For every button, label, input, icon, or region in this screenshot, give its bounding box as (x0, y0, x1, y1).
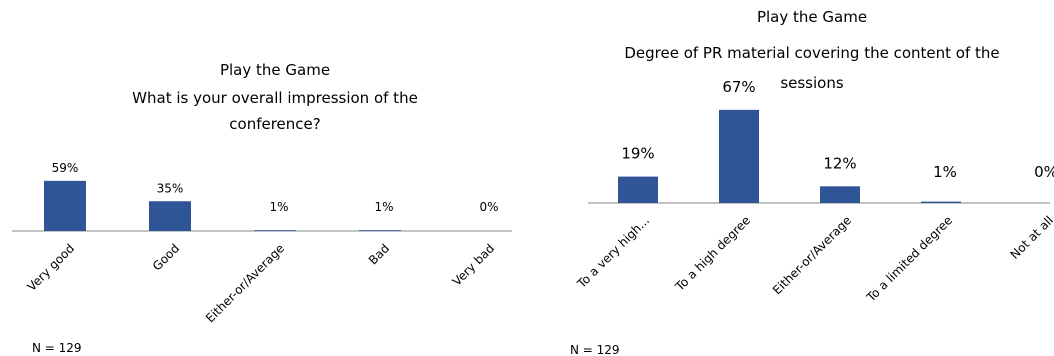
right-category-label-to-a-very-high: To a very high... (574, 213, 652, 291)
left-chart-subtitle-line-2: conference? (229, 115, 320, 133)
right-value-label-to-a-limited-degree: 1% (933, 163, 957, 181)
left-value-label-very-bad: 0% (479, 200, 498, 214)
left-chart-title: Play the Game (220, 61, 330, 79)
right-value-label-either-or-average: 12% (823, 154, 856, 172)
right-value-label-to-a-very-high: 19% (621, 145, 654, 163)
left-value-label-good: 35% (157, 181, 184, 195)
right-bar-to-a-very-high (618, 176, 658, 203)
chart-right: Play the Game Degree of PR material cove… (570, 8, 1054, 356)
right-bar-either-or-average (820, 186, 860, 203)
right-chart-subtitle-line-1: Degree of PR material covering the conte… (624, 44, 999, 62)
left-category-label-very-good: Very good (24, 241, 77, 294)
left-bar-good (149, 201, 191, 231)
left-category-label-bad: Bad (366, 241, 392, 267)
left-value-label-bad: 1% (374, 200, 393, 214)
right-bars: 19% To a very high... 67% To a high degree 1… (574, 78, 1054, 305)
right-category-label-either-or-average: Either-or/Average (770, 213, 854, 297)
left-category-label-very-bad: Very bad (450, 241, 497, 288)
left-sample-size-note: N = 129 (32, 341, 82, 355)
left-bar-very-good (44, 180, 86, 231)
right-sample-size-note: N = 129 (570, 343, 620, 356)
right-category-label-to-a-high-degree: To a high degree (672, 213, 753, 294)
right-category-label-to-a-limited-degree: To a limited degree (863, 213, 955, 305)
right-bar-to-a-limited-degree (921, 201, 961, 203)
right-chart-title: Play the Game (757, 8, 867, 26)
left-chart-subtitle-line-1: What is your overall impression of the (132, 89, 418, 107)
left-value-label-either-or-average: 1% (269, 200, 288, 214)
right-value-label-to-a-high-degree: 67% (722, 78, 755, 96)
left-bars: 59% Very good 35% Good 1% Either-or/Average 1%… (24, 161, 498, 325)
chart-left: Play the Game What is your overall impre… (12, 61, 512, 355)
right-category-label-not-at-all: Not at all (1008, 213, 1054, 262)
left-bar-either-or-average (254, 230, 296, 231)
right-chart-subtitle-line-2: sessions (780, 74, 844, 92)
left-category-label-either-or-average: Either-or/Average (203, 241, 287, 325)
right-bar-to-a-high-degree (719, 109, 759, 203)
left-value-label-very-good: 59% (52, 161, 79, 175)
left-bar-bad (359, 230, 401, 231)
right-value-label-not-at-all: 0% (1034, 163, 1054, 181)
left-category-label-good: Good (150, 241, 182, 273)
